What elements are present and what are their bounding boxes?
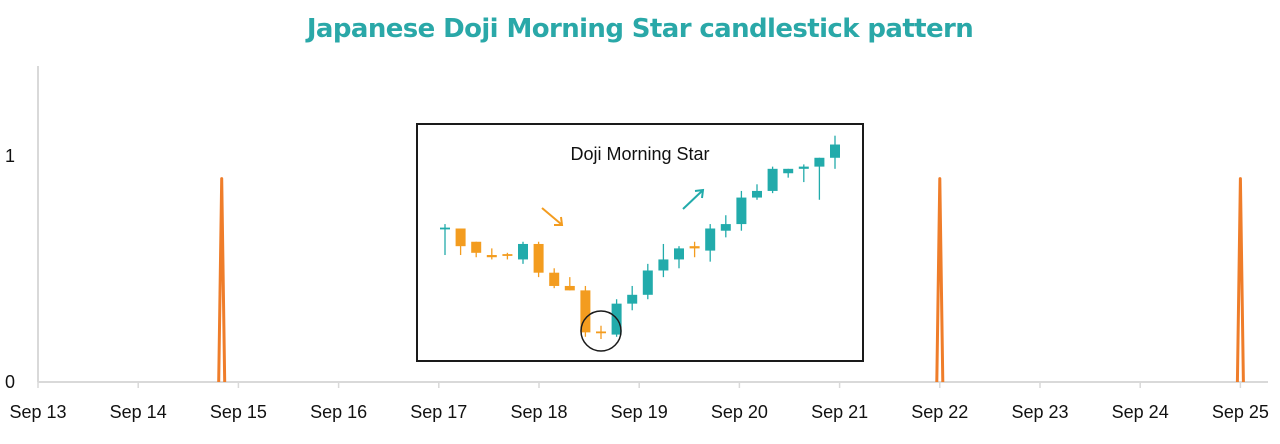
candle-body [736, 197, 747, 225]
candlestick [767, 166, 778, 194]
candle-body [533, 243, 544, 273]
candle-body [580, 290, 591, 333]
candle-body [455, 228, 466, 247]
candle-body [783, 168, 794, 174]
x-tick-label: Sep 21 [811, 402, 868, 422]
candlestick [674, 246, 684, 269]
candle-body [627, 294, 638, 304]
candlestick [720, 215, 731, 238]
candle-body [752, 190, 762, 198]
candlestick [486, 248, 497, 260]
candle-body [830, 144, 840, 158]
candle-body [705, 228, 716, 251]
x-tick-label: Sep 25 [1212, 402, 1269, 422]
x-tick-label: Sep 20 [711, 402, 768, 422]
candlestick [502, 252, 513, 260]
candle-body [674, 248, 684, 260]
candle-body [814, 157, 825, 167]
candle-body [642, 270, 653, 295]
x-tick-label: Sep 17 [410, 402, 467, 422]
series-spike [217, 177, 227, 383]
candle-body [549, 272, 560, 286]
x-tick-label: Sep 19 [611, 402, 668, 422]
inset-illustration: Doji Morning Star [416, 123, 864, 362]
candlestick [596, 325, 606, 339]
candlestick [564, 277, 575, 291]
series-spike [935, 177, 945, 383]
x-tick-label: Sep 18 [510, 402, 567, 422]
candle-body [518, 243, 528, 260]
candlestick [783, 168, 794, 178]
candlestick [736, 190, 747, 231]
candlestick [533, 241, 544, 278]
inset-label: Doji Morning Star [570, 144, 709, 164]
candlestick [580, 285, 591, 337]
y-tick-label: 1 [5, 146, 15, 166]
x-tick-label: Sep 24 [1112, 402, 1169, 422]
candlestick [798, 164, 809, 183]
inset-frame [416, 123, 864, 362]
candles [440, 135, 840, 339]
candlestick [455, 228, 466, 256]
x-tick-label: Sep 16 [310, 402, 367, 422]
chart-title: Japanese Doji Morning Star candlestick p… [306, 14, 974, 44]
x-tick-label: Sep 15 [210, 402, 267, 422]
candle-body [486, 255, 497, 258]
candlestick [642, 263, 653, 300]
candlestick [689, 241, 700, 258]
candlestick [471, 241, 482, 258]
series-layer [217, 177, 1245, 383]
candlestick [830, 135, 840, 169]
candle-body [720, 224, 731, 231]
candlestick [440, 224, 450, 256]
candlestick [658, 243, 669, 278]
candle-body [471, 241, 482, 253]
candle-body [564, 285, 575, 291]
x-tick-label: Sep 22 [911, 402, 968, 422]
candle-body [658, 259, 669, 271]
x-ticks: Sep 13 Sep 14 Sep 15 Sep 16 Sep 17 Sep 18 Sep … [9, 382, 1269, 422]
candle-body [767, 168, 778, 191]
x-tick-label: Sep 23 [1011, 402, 1068, 422]
x-tick-label: Sep 14 [110, 402, 167, 422]
candle-body [689, 246, 700, 249]
candlestick [705, 224, 716, 262]
axes [37, 66, 1268, 383]
candlestick [627, 285, 638, 311]
y-ticks: 01 [5, 146, 15, 392]
candlestick [814, 157, 825, 200]
doji-highlight-circle [580, 310, 622, 352]
x-tick-label: Sep 13 [9, 402, 66, 422]
down-arrow-icon [541, 207, 564, 226]
up-arrow-icon [682, 188, 705, 210]
y-tick-label: 0 [5, 372, 15, 392]
candlestick [518, 241, 528, 264]
series-spike [1235, 177, 1245, 383]
candlestick [752, 184, 762, 200]
candlestick [549, 268, 560, 289]
candle-body [798, 166, 809, 169]
